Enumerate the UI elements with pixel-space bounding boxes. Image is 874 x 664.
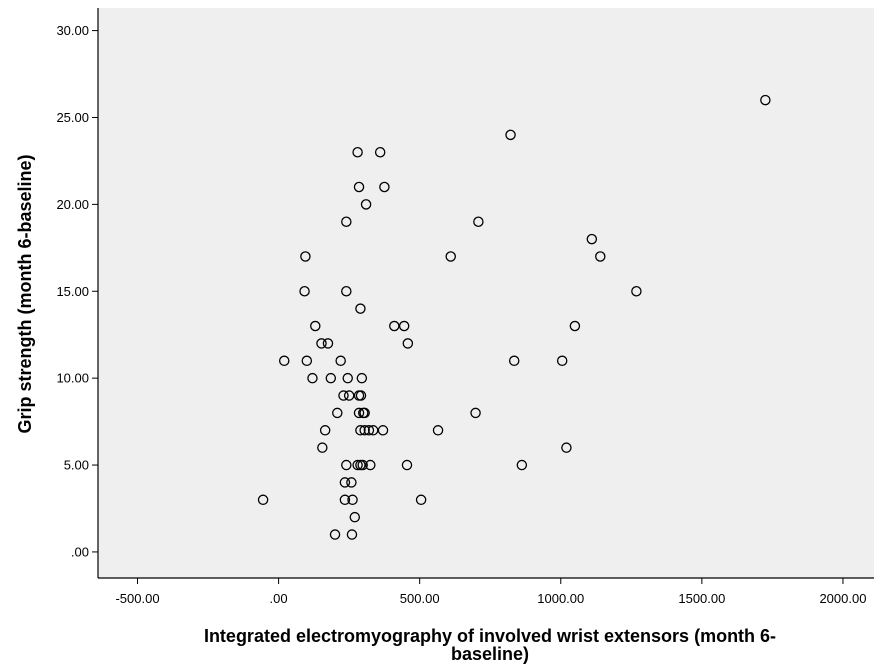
data-point bbox=[363, 425, 375, 436]
y-tick-label: 10.00 bbox=[56, 371, 89, 386]
x-axis-ticks: -500.00 .00 500.00 1000.00 1500.00 2000.00 bbox=[115, 578, 866, 606]
data-point bbox=[352, 459, 363, 471]
data-point bbox=[374, 146, 386, 158]
data-point bbox=[257, 494, 269, 506]
x-tick-label: 1500.00 bbox=[678, 591, 725, 606]
data-point bbox=[329, 529, 341, 540]
data-point bbox=[415, 494, 427, 506]
y-axis-title: Grip strength (month 6-baseline) bbox=[15, 154, 35, 433]
x-axis-title-line-2: baseline) bbox=[451, 644, 529, 664]
data-point bbox=[299, 286, 310, 297]
data-point bbox=[365, 459, 376, 471]
data-point bbox=[332, 407, 343, 419]
data-point bbox=[355, 425, 366, 436]
y-tick-label: 30.00 bbox=[56, 23, 89, 38]
data-point bbox=[357, 459, 368, 471]
data-point bbox=[353, 407, 365, 419]
data-point bbox=[355, 303, 366, 314]
x-tick-label: -500.00 bbox=[115, 591, 159, 606]
data-point bbox=[569, 320, 581, 332]
data-point bbox=[631, 286, 642, 297]
data-point bbox=[595, 251, 606, 262]
y-tick-label: .00 bbox=[71, 544, 89, 559]
data-point bbox=[341, 216, 352, 227]
data-point bbox=[356, 372, 368, 384]
data-point bbox=[432, 425, 444, 436]
data-point bbox=[445, 251, 456, 262]
data-point bbox=[322, 338, 334, 349]
data-point bbox=[586, 233, 598, 245]
data-point bbox=[341, 459, 352, 471]
y-tick-label: 5.00 bbox=[64, 458, 89, 473]
data-point bbox=[300, 251, 311, 262]
data-point bbox=[352, 146, 363, 158]
data-point bbox=[319, 425, 331, 436]
data-point bbox=[316, 338, 327, 349]
data-point bbox=[379, 181, 390, 193]
data-point bbox=[343, 390, 355, 401]
data-point bbox=[310, 320, 321, 332]
data-point bbox=[505, 129, 516, 141]
data-point bbox=[760, 94, 771, 106]
data-point bbox=[508, 355, 520, 367]
data-point bbox=[561, 442, 572, 453]
data-point bbox=[377, 425, 389, 436]
x-tick-label: 500.00 bbox=[400, 591, 440, 606]
data-point bbox=[338, 390, 349, 401]
y-tick-label: 20.00 bbox=[56, 197, 89, 212]
data-point bbox=[353, 181, 365, 193]
data-point bbox=[339, 477, 351, 488]
data-point bbox=[335, 355, 346, 367]
x-tick-label: 2000.00 bbox=[819, 591, 866, 606]
y-axis-ticks: .00 5.00 10.00 15.00 20.00 25.00 30.00 bbox=[56, 23, 98, 559]
data-point bbox=[307, 372, 318, 384]
data-point bbox=[473, 216, 484, 227]
data-point bbox=[401, 459, 413, 471]
data-point bbox=[346, 529, 358, 540]
data-point bbox=[402, 338, 414, 349]
y-tick-label: 15.00 bbox=[56, 284, 89, 299]
data-point bbox=[339, 494, 351, 506]
data-point bbox=[325, 372, 337, 384]
data-points bbox=[257, 94, 771, 540]
data-point bbox=[346, 477, 357, 488]
data-point bbox=[301, 355, 313, 367]
x-tick-label: .00 bbox=[270, 591, 288, 606]
data-point bbox=[360, 199, 372, 210]
data-point bbox=[278, 355, 290, 367]
data-point bbox=[398, 320, 410, 332]
data-point bbox=[556, 355, 568, 367]
data-point bbox=[367, 425, 379, 436]
data-point bbox=[341, 286, 352, 297]
data-point bbox=[516, 459, 528, 471]
data-point bbox=[359, 407, 370, 419]
data-point bbox=[349, 511, 361, 523]
data-point bbox=[347, 494, 358, 506]
plot-area bbox=[98, 8, 874, 578]
x-tick-label: 1000.00 bbox=[537, 591, 584, 606]
data-point bbox=[389, 320, 400, 332]
data-point bbox=[317, 442, 328, 453]
x-axis-title-line-1: Integrated electromyography of involved … bbox=[204, 626, 776, 646]
data-point bbox=[342, 372, 353, 384]
y-tick-label: 25.00 bbox=[56, 110, 89, 125]
data-point bbox=[355, 390, 367, 401]
data-point bbox=[359, 425, 370, 436]
data-point bbox=[470, 407, 481, 419]
